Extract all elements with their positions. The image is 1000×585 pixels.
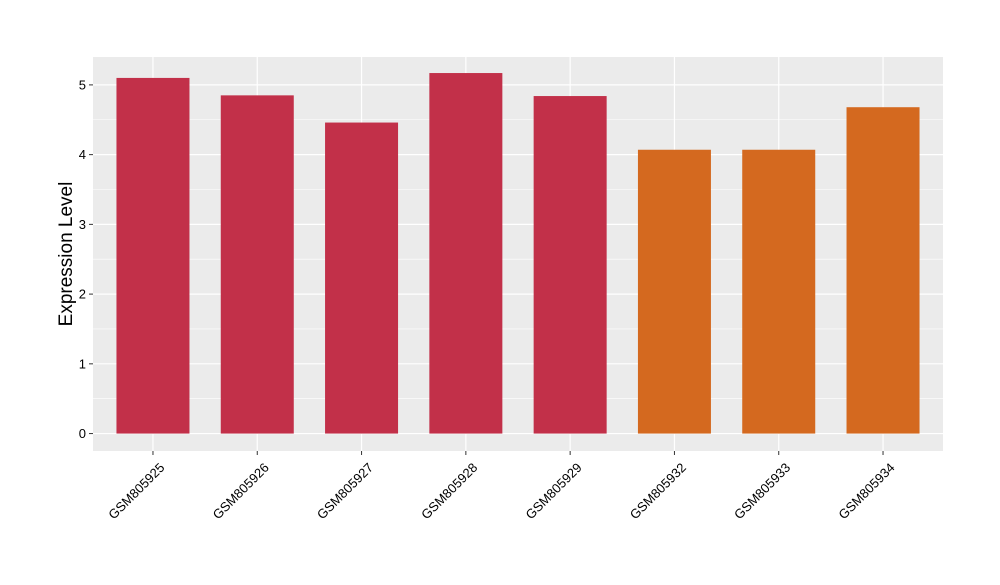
y-tick-label: 4 [79, 147, 86, 162]
bar-gsm805929 [533, 96, 607, 434]
x-tick-label: GSM805932 [627, 460, 689, 522]
x-tick-label: GSM805926 [210, 460, 272, 522]
x-tick-label: GSM805925 [105, 460, 167, 522]
bars [116, 73, 920, 434]
plot-panel [93, 57, 943, 451]
y-tick-label: 5 [79, 77, 86, 92]
x-tick-label: GSM805933 [731, 460, 793, 522]
bar-gsm805933 [742, 149, 816, 434]
bar-gsm805925 [116, 77, 190, 434]
x-tick-label: GSM805927 [314, 460, 376, 522]
y-tick-label: 0 [79, 426, 86, 441]
x-tick-label: GSM805934 [835, 460, 897, 522]
bar-gsm805927 [325, 122, 399, 434]
y-tick-label: 3 [79, 217, 86, 232]
bar-gsm805926 [220, 95, 294, 434]
x-axis: GSM805925 GSM805926 GSM805927 GSM805928 GSM8… [105, 451, 898, 522]
y-tick-label: 2 [79, 287, 86, 302]
x-tick-label: GSM805928 [418, 460, 480, 522]
bar-gsm805932 [637, 149, 711, 434]
y-tick-label: 1 [79, 356, 86, 371]
x-tick-label: GSM805929 [522, 460, 584, 522]
y-axis: 0 1 2 3 4 5 [79, 77, 93, 441]
bar-gsm805928 [429, 73, 503, 434]
bar-gsm805934 [846, 107, 920, 434]
y-axis-title: Expression Level [56, 182, 77, 327]
